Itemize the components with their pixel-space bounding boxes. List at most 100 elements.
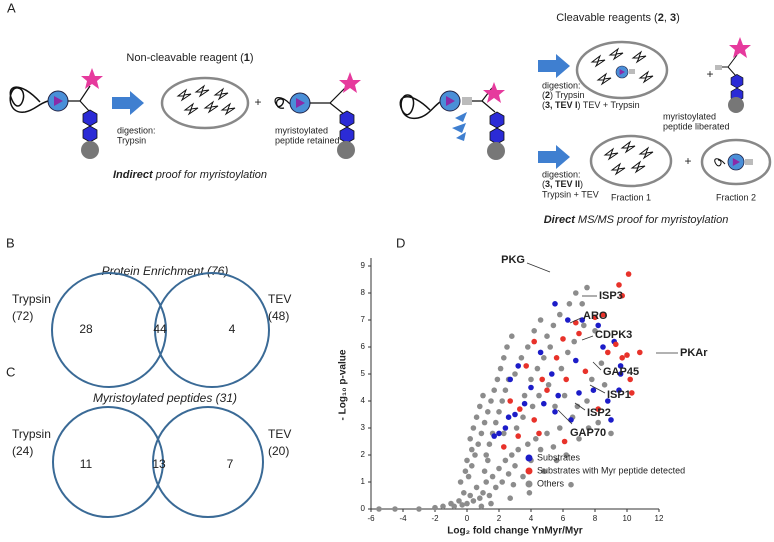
x-tick-label: 6	[561, 514, 566, 523]
legend-swatch	[525, 467, 533, 475]
point	[545, 382, 552, 388]
point	[528, 384, 534, 391]
point	[544, 387, 550, 394]
panel-label: C	[6, 364, 15, 379]
point	[617, 371, 624, 377]
venn-label: (48)	[268, 309, 289, 323]
point	[558, 365, 565, 372]
point	[520, 414, 526, 421]
point	[592, 328, 598, 334]
point	[601, 382, 608, 388]
annotation: PKG	[501, 254, 525, 266]
point	[528, 376, 534, 383]
point	[563, 452, 569, 458]
venn-count: 13	[152, 457, 166, 471]
point	[520, 473, 526, 480]
point	[624, 352, 630, 358]
venn-b: Protein Enrichment (76) Trypsin (72) TEV…	[12, 264, 291, 388]
point	[505, 414, 512, 421]
point	[505, 471, 512, 477]
scheme-text: Trypsin + TEV	[542, 189, 599, 199]
scheme-text: (3, TEV I) TEV + Trypsin	[542, 100, 640, 110]
legend-label: Substrates	[537, 452, 581, 462]
scheme-text: Fraction 1	[611, 192, 651, 202]
point	[573, 357, 579, 364]
point	[470, 498, 477, 504]
point	[557, 311, 563, 318]
point	[595, 322, 601, 329]
point	[440, 503, 446, 510]
point	[525, 344, 531, 350]
venn-label: Trypsin	[12, 427, 51, 441]
point	[533, 436, 539, 442]
point	[537, 349, 544, 356]
point	[515, 446, 521, 453]
point	[552, 301, 558, 307]
point	[515, 363, 521, 369]
point	[531, 417, 537, 423]
x-tick-label: 10	[623, 514, 632, 523]
x-tick-label: -6	[367, 514, 375, 523]
venn-label: (72)	[12, 309, 33, 323]
annotation: ISP2	[587, 407, 611, 419]
point	[459, 502, 466, 508]
x-tick-label: 12	[655, 514, 664, 523]
point	[536, 392, 542, 399]
point	[566, 301, 573, 307]
point	[512, 411, 518, 418]
point	[496, 430, 502, 437]
scheme-title: Non-cleavable reagent (1)	[126, 52, 253, 64]
point	[563, 376, 569, 383]
point	[617, 363, 624, 369]
point	[462, 468, 469, 475]
venn-title: Myristoylated peptides (31)	[93, 391, 237, 405]
point	[480, 490, 486, 496]
point	[461, 490, 467, 496]
point	[627, 376, 633, 383]
annotation-line	[526, 262, 551, 273]
point	[555, 392, 561, 399]
x-tick-label: -4	[399, 514, 407, 523]
y-tick-label: 6	[361, 342, 366, 351]
point	[507, 398, 513, 404]
panel-label: B	[6, 235, 15, 250]
point	[473, 484, 480, 491]
y-axis-label: - Log₁₀ p-value	[338, 349, 349, 420]
point	[521, 400, 528, 407]
scheme-text: peptide liberated	[663, 121, 730, 131]
point	[584, 284, 590, 291]
scheme-text: peptide retained	[275, 135, 340, 145]
point	[605, 349, 611, 356]
legend-swatch	[525, 454, 533, 462]
point	[473, 414, 480, 421]
point	[501, 444, 507, 450]
point	[523, 363, 529, 369]
scheme: Non-cleavable reagent (1) digestion: Try…	[9, 12, 772, 226]
x-tick-label: 8	[593, 514, 598, 523]
venn-count: 44	[153, 322, 167, 336]
y-tick-label: 4	[361, 396, 366, 405]
point	[467, 436, 474, 442]
point	[544, 333, 550, 340]
point	[549, 371, 555, 377]
panel-label: D	[396, 235, 405, 250]
point	[481, 419, 488, 426]
annotation: ISP1	[607, 389, 631, 401]
annotation-line	[557, 409, 573, 425]
y-tick-label: 9	[361, 261, 366, 270]
venn-count: 4	[229, 322, 236, 336]
point	[552, 409, 558, 415]
scheme-text: digestion:	[542, 169, 581, 179]
venn-title: Protein Enrichment (76)	[102, 264, 229, 278]
legend-label: Substrates with Myr peptide detected	[537, 465, 685, 475]
point	[579, 317, 585, 323]
plus: +	[684, 154, 691, 168]
annotation: GAP45	[603, 366, 639, 378]
point	[573, 290, 579, 296]
point	[501, 355, 507, 361]
panel-label: A	[7, 0, 16, 15]
venn-count: 11	[80, 457, 93, 471]
point	[376, 506, 382, 512]
point	[513, 425, 520, 431]
